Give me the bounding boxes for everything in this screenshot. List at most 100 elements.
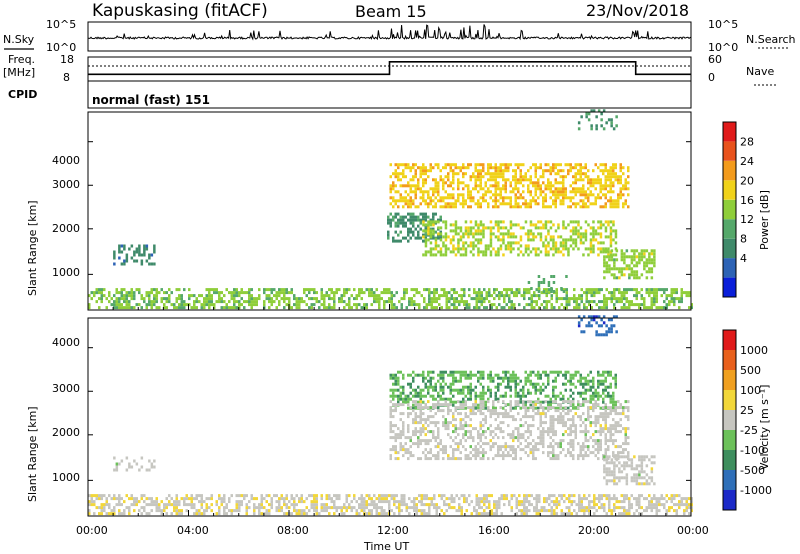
power-cell-1126: [399, 184, 402, 188]
power-cell-1756: [587, 181, 590, 185]
velocity-cell-1019: [412, 388, 415, 392]
velocity-cell-216: [235, 494, 238, 498]
power-cell-1296: [452, 193, 455, 197]
velocity-cell-2259: [582, 442, 585, 446]
power-cell-927: [113, 250, 116, 254]
power-cell-2156: [532, 247, 535, 251]
power-cell-2403: [623, 252, 626, 256]
power-cell-78: [138, 288, 141, 292]
velocity-cell-873: [653, 503, 656, 507]
power-cell-2049: [482, 229, 485, 233]
velocity-cell-1353: [542, 400, 545, 404]
power-cell-248: [250, 306, 253, 310]
power-cell-1692: [569, 184, 572, 188]
power-cell-2429: [635, 273, 639, 277]
power-cell-231: [238, 294, 241, 298]
power-cell-1363: [474, 184, 477, 188]
velocity-cell-1028: [414, 373, 417, 377]
velocity-cell-296: [290, 497, 293, 501]
power-cell-1394: [482, 187, 485, 191]
power-cell-599: [483, 306, 486, 310]
power-cell-315: [293, 297, 296, 301]
velocity-cell-2248: [579, 448, 582, 452]
velocity-cell-302: [293, 497, 296, 501]
power-cell-2338: [609, 238, 613, 242]
velocity-cell-1827: [464, 415, 467, 419]
velocity-cell-1987: [509, 436, 512, 440]
power-cell-1926: [434, 244, 438, 248]
power-cell-639: [508, 297, 511, 301]
velocity-cell-805: [608, 494, 611, 498]
velocity-cell-578: [468, 503, 471, 507]
velocity-cell-1390: [557, 394, 560, 398]
velocity-cell-67: [130, 497, 133, 501]
velocity-cell-939: [115, 465, 119, 469]
power-cell-159: [195, 306, 198, 310]
velocity-cell-1101: [442, 373, 445, 377]
power-cell-914: [680, 291, 683, 295]
velocity-cell-92: [150, 509, 153, 513]
velocity-cell-616: [490, 509, 493, 513]
power-colorbar-segment-6: [723, 160, 736, 181]
power-cell-2187: [544, 235, 548, 239]
power-cell-1410: [487, 172, 490, 176]
power-cell-2377: [610, 249, 614, 253]
velocity-cell-2007: [514, 448, 517, 452]
power-cell-1524: [517, 178, 520, 182]
velocity-cell-1240: [494, 373, 497, 377]
power-cell-339: [310, 297, 313, 301]
power-cell-1132: [402, 196, 405, 200]
velocity-cell-640: [508, 500, 511, 504]
power-cell-2177: [539, 220, 543, 224]
velocity-cell-714: [553, 500, 556, 504]
power-cell-657: [520, 294, 523, 298]
velocity-cell-1151: [462, 391, 465, 395]
power-cell-324: [298, 297, 301, 301]
velocity-cell-164: [198, 500, 201, 504]
power-cell-625: [500, 306, 503, 310]
velocity-cell-1280: [514, 406, 517, 410]
velocity-cell-151: [190, 500, 193, 504]
power-cell-838: [635, 297, 638, 301]
power-cell-932: [120, 262, 124, 266]
velocity-cell-985: [397, 382, 400, 386]
power-cell-530: [440, 288, 443, 292]
velocity-cell-1152: [462, 388, 465, 392]
power-cell-2234: [564, 241, 568, 245]
velocity-cell-2033: [522, 415, 525, 419]
velocity-cell-1743: [442, 415, 445, 419]
velocity-cell-490: [405, 503, 408, 507]
velocity-cell-366: [333, 494, 336, 498]
power-cell-994: [397, 239, 400, 243]
velocity-cell-2337: [602, 418, 605, 422]
power-cell-2368: [608, 270, 611, 274]
power-cell-134: [178, 306, 181, 310]
velocity-cell-373: [338, 494, 341, 498]
power-cell-2131: [519, 250, 523, 254]
velocity-cell-1250: [502, 406, 505, 410]
velocity-cell-258: [265, 500, 268, 504]
power-cell-716: [560, 303, 563, 307]
power-cell-1720: [577, 163, 580, 167]
velocity-cell-1330: [532, 382, 535, 386]
power-cell-745: [578, 294, 581, 298]
velocity-cell-1830: [464, 400, 467, 404]
power-cell-906: [675, 291, 678, 295]
velocity-cell-1873: [477, 430, 480, 434]
power-cell-1061: [424, 215, 427, 219]
power-cell-1815: [607, 184, 610, 188]
velocity-cell-2208: [569, 454, 572, 458]
power-cell-404: [355, 306, 358, 310]
power-cell-2380: [613, 267, 616, 271]
power-cell-34: [115, 300, 118, 304]
velocity-cell-531: [430, 497, 433, 501]
velocity-cell-1635: [414, 415, 417, 419]
velocity-cell-1070: [432, 388, 435, 392]
velocity-cell-444: [380, 506, 383, 510]
power-cell-413: [360, 297, 363, 301]
power-cell-1503: [512, 175, 515, 179]
power-cell-1170: [412, 166, 415, 170]
velocity-cell-1159: [464, 376, 467, 380]
velocity-cell-65: [128, 497, 131, 501]
velocity-cell-829: [623, 494, 626, 498]
